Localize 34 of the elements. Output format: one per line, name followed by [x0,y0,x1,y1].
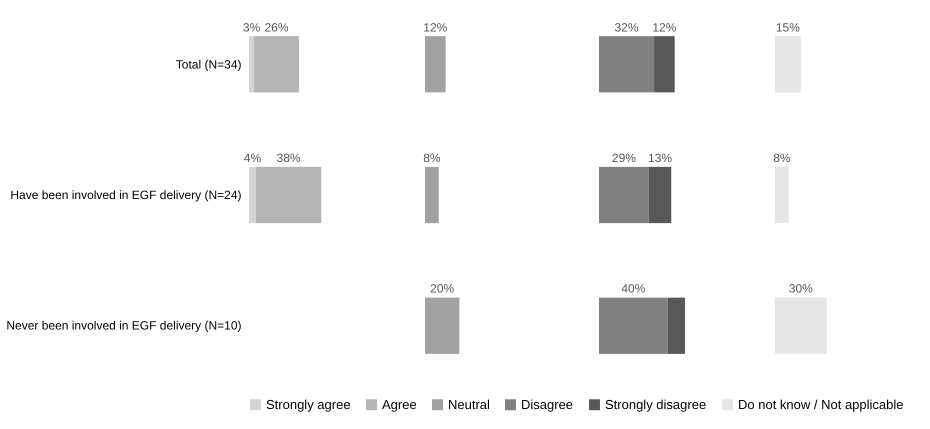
bar [254,36,299,92]
bar [256,166,322,224]
legend-label: Do not know / Not applicable [738,396,904,412]
bar [668,298,685,354]
legend-label: Neutral [448,396,490,412]
data-label: 38% [276,151,301,165]
legend-label: Disagree [521,396,574,412]
bar [599,166,649,224]
data-label: 3% [242,20,261,34]
bar [599,36,654,92]
bar [654,36,675,92]
data-label: 13% [648,151,672,165]
legend-label: Strongly disagree [605,396,706,412]
data-label: 29% [612,151,636,165]
y-tick-label: Never been involved in EGF delivery (N=10) [6,318,242,333]
data-label: 40% [621,282,646,296]
bar [648,166,672,224]
y-tick-label: Total (N=34) [176,57,242,72]
bar [249,36,254,92]
data-label: 26% [264,20,289,34]
data-label: 12% [423,20,448,34]
data-label: 4% [244,151,262,165]
y-tick-label: Have been involved in EGF delivery (N=24) [10,188,242,202]
bar [599,298,668,354]
data-label: 30% [788,282,814,296]
data-label: 8% [773,151,791,165]
data-label: 32% [614,20,639,34]
bar [249,166,256,224]
data-label: 8% [423,151,441,165]
data-label: 20% [430,282,455,296]
data-label: 12% [652,20,677,34]
legend-label: Strongly agree [266,396,351,412]
legend-label: Agree [382,396,417,412]
data-label: 15% [776,20,800,34]
